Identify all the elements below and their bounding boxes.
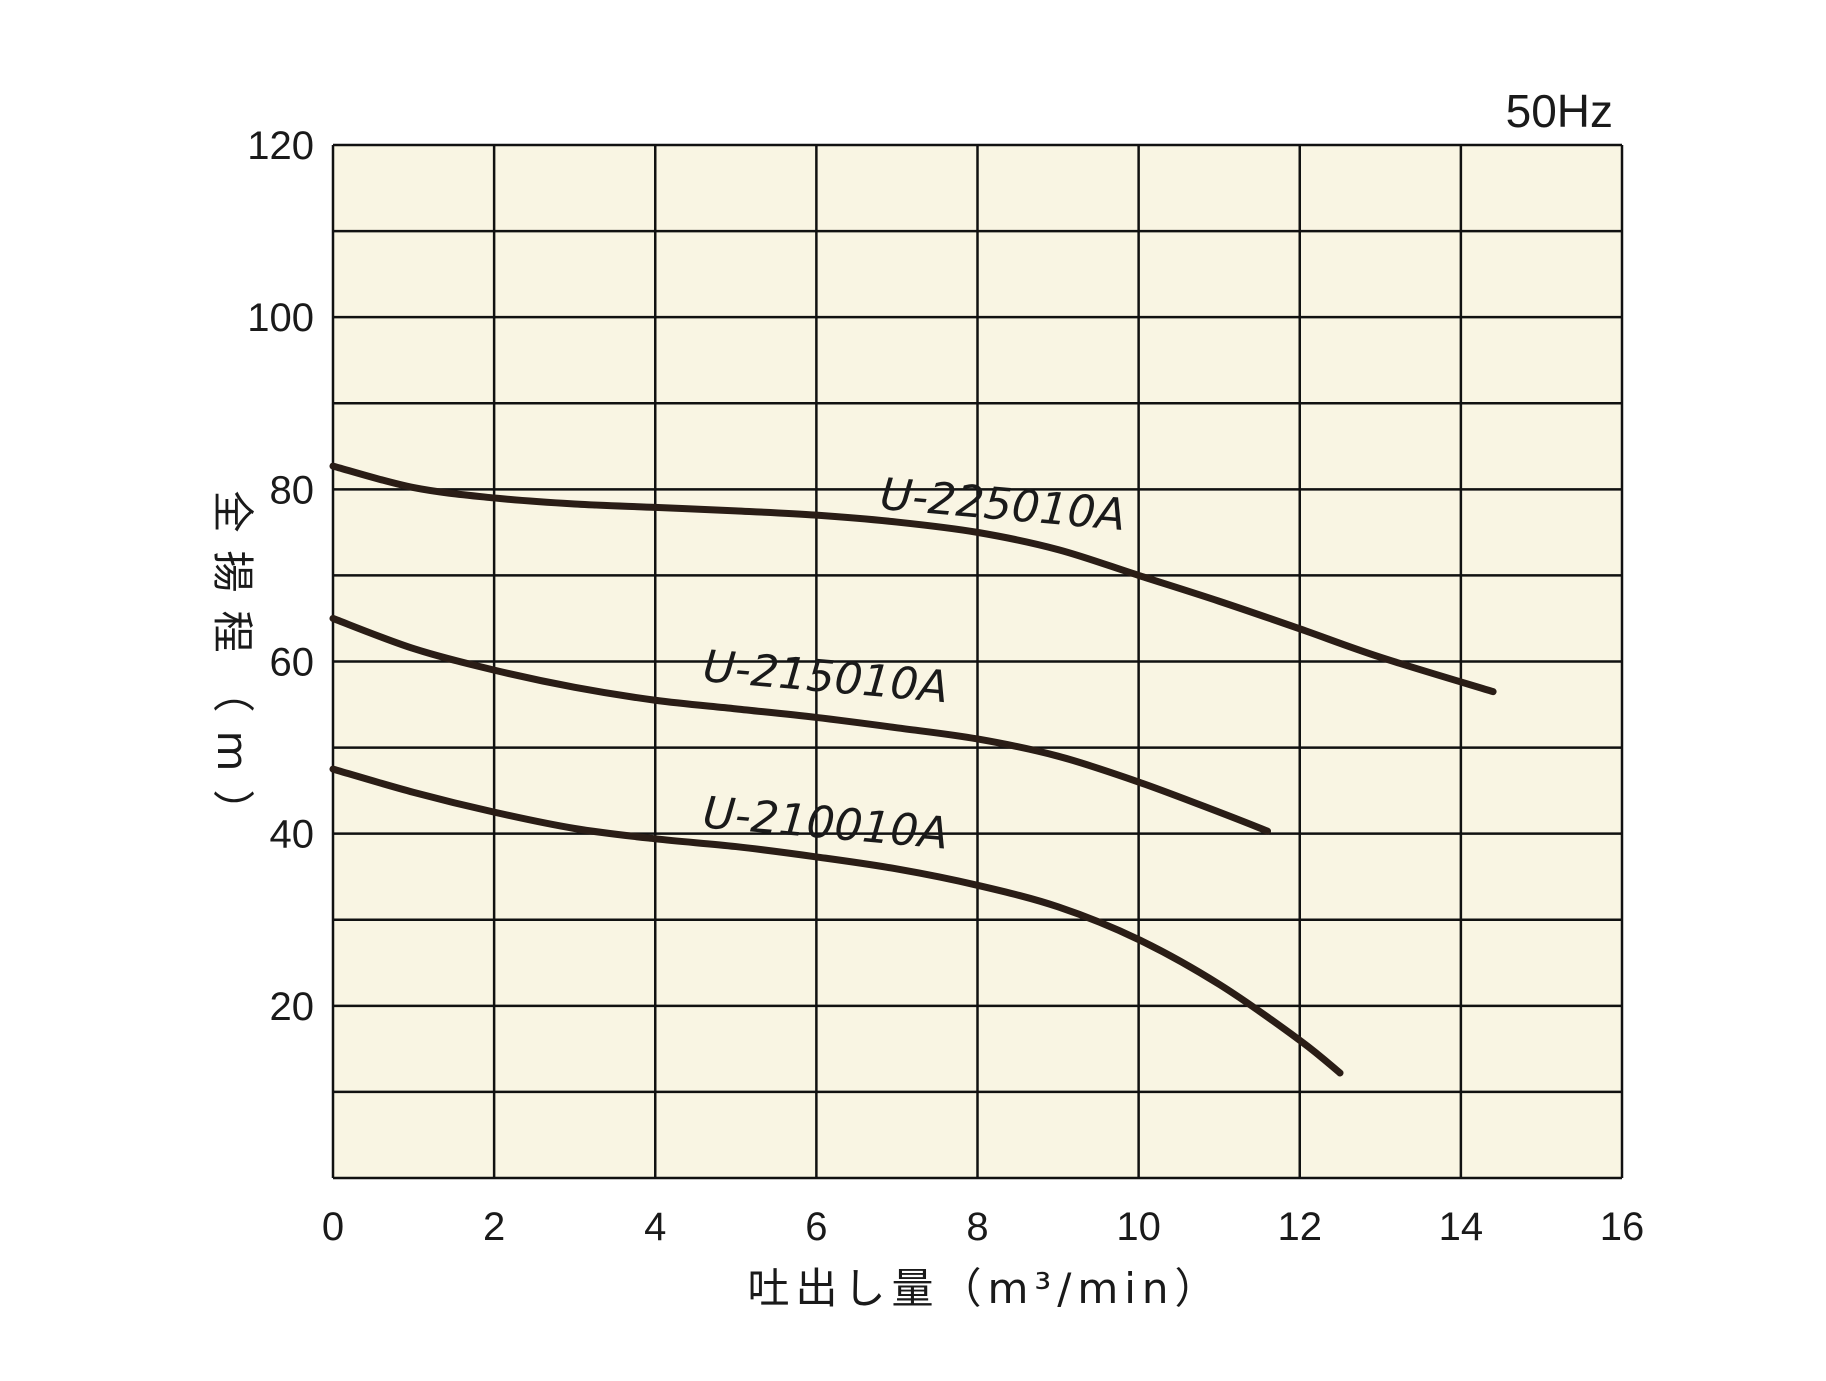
y-axis-ticks: 20 40 60 80 100 120: [247, 124, 314, 1029]
y-axis-title: 全揚程（m）: [208, 491, 257, 850]
y-tick-label: 100: [247, 296, 314, 340]
curve-u-215010a: [329, 614, 1272, 835]
curve-u-210010a: [329, 765, 1344, 1077]
x-tick-label: 2: [483, 1205, 505, 1249]
x-tick-label: 8: [966, 1205, 988, 1249]
x-axis-ticks: 0 2 4 6 8 10 12 14 16: [322, 1205, 1644, 1249]
x-tick-label: 0: [322, 1205, 344, 1249]
curve-u-225010a: [329, 462, 1497, 696]
y-tick-label: 40: [270, 813, 315, 857]
x-tick-label: 16: [1600, 1205, 1645, 1249]
y-tick-label: 80: [270, 468, 315, 512]
x-tick-label: 10: [1116, 1205, 1161, 1249]
x-tick-label: 6: [805, 1205, 827, 1249]
y-tick-label: 20: [270, 985, 315, 1029]
x-tick-label: 12: [1278, 1205, 1323, 1249]
x-tick-label: 14: [1439, 1205, 1484, 1249]
y-tick-label: 60: [270, 641, 315, 685]
y-tick-label: 120: [247, 124, 314, 168]
x-axis-title: 吐出し量（m³/min）: [747, 1264, 1222, 1313]
performance-curves: [329, 462, 1497, 1077]
frequency-label: 50Hz: [1506, 85, 1613, 137]
grid-lines: [331, 143, 1624, 1180]
x-tick-label: 4: [644, 1205, 666, 1249]
